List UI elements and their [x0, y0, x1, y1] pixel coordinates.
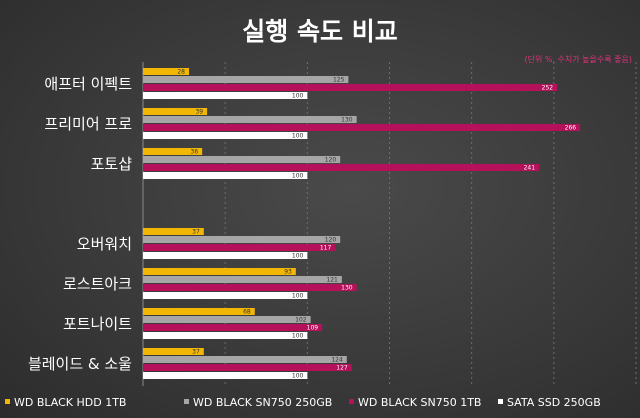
legend-swatch	[498, 399, 503, 404]
data-label: 100	[292, 133, 304, 140]
bar	[143, 148, 203, 155]
data-label: 241	[524, 165, 536, 172]
data-label: 109	[307, 325, 319, 332]
bar	[143, 268, 296, 275]
category-label: 애프터 이펙트	[44, 75, 132, 93]
category-label: 오버워치	[77, 235, 132, 253]
bar	[143, 124, 581, 131]
data-label: 102	[295, 317, 307, 324]
category-label: 블레이드 & 소울	[28, 355, 132, 373]
data-label: 100	[292, 253, 304, 260]
bar	[143, 228, 204, 235]
legend-label: SATA SSD 250GB	[507, 396, 601, 409]
legend-swatch	[5, 399, 10, 404]
bar	[143, 68, 190, 75]
bar	[143, 116, 357, 123]
data-label: 37	[192, 229, 200, 236]
bar	[143, 172, 308, 179]
data-label: 28	[177, 69, 185, 76]
bar	[143, 108, 208, 115]
bar	[143, 324, 323, 331]
data-label: 130	[341, 117, 353, 124]
data-label: 39	[195, 109, 203, 116]
data-label: 121	[326, 277, 338, 284]
data-label: 252	[542, 85, 554, 92]
data-label: 100	[292, 293, 304, 300]
bar	[143, 332, 308, 339]
data-label: 120	[325, 237, 337, 244]
data-label: 125	[333, 77, 345, 84]
bar	[143, 252, 308, 259]
data-label: 68	[243, 309, 251, 316]
data-label: 100	[292, 93, 304, 100]
bar	[143, 132, 308, 139]
data-label: 120	[325, 157, 337, 164]
chart-title: 실행 속도 비교	[242, 17, 397, 46]
data-label: 100	[292, 173, 304, 180]
data-label: 100	[292, 373, 304, 380]
legend: WD BLACK HDD 1TB WD BLACK SN750 250GB WD B…	[5, 396, 601, 409]
bar	[143, 164, 540, 171]
category-label: 로스트아크	[63, 275, 132, 293]
category-label: 포트나이트	[63, 315, 132, 333]
bar	[143, 372, 308, 379]
bar	[143, 308, 255, 315]
bar	[143, 292, 308, 299]
legend-label: WD BLACK SN750 250GB	[193, 396, 332, 409]
data-label: 100	[292, 333, 304, 340]
category-label: 포토샵	[91, 155, 133, 173]
legend-swatch	[349, 399, 354, 404]
legend-label: WD BLACK HDD 1TB	[14, 396, 126, 409]
category-label: 프리미어 프로	[44, 115, 132, 133]
legend-label: WD BLACK SN750 1TB	[358, 396, 481, 409]
data-label: 130	[341, 285, 353, 292]
bar	[143, 76, 349, 83]
data-label: 37	[192, 349, 200, 356]
data-label: 266	[565, 125, 577, 132]
data-label: 117	[320, 245, 332, 252]
legend-swatch	[184, 399, 189, 404]
chart-annotation: (단위 %, 수치가 높을수록 좋음)	[524, 54, 632, 64]
bar	[143, 84, 558, 91]
bar	[143, 316, 311, 323]
data-label: 124	[331, 357, 343, 364]
data-label: 36	[191, 149, 199, 156]
bars: 28 39 36 37 93 68 37 125 130 120 120 121 102 124 252 26…	[143, 68, 581, 380]
bar	[143, 276, 342, 283]
bar	[143, 244, 336, 251]
data-label: 93	[284, 269, 292, 276]
bar	[143, 236, 341, 243]
bar	[143, 284, 357, 291]
bar	[143, 92, 308, 99]
data-label: 127	[336, 365, 348, 372]
bar	[143, 364, 352, 371]
bar	[143, 348, 204, 355]
bar	[143, 156, 341, 163]
bar	[143, 356, 347, 363]
